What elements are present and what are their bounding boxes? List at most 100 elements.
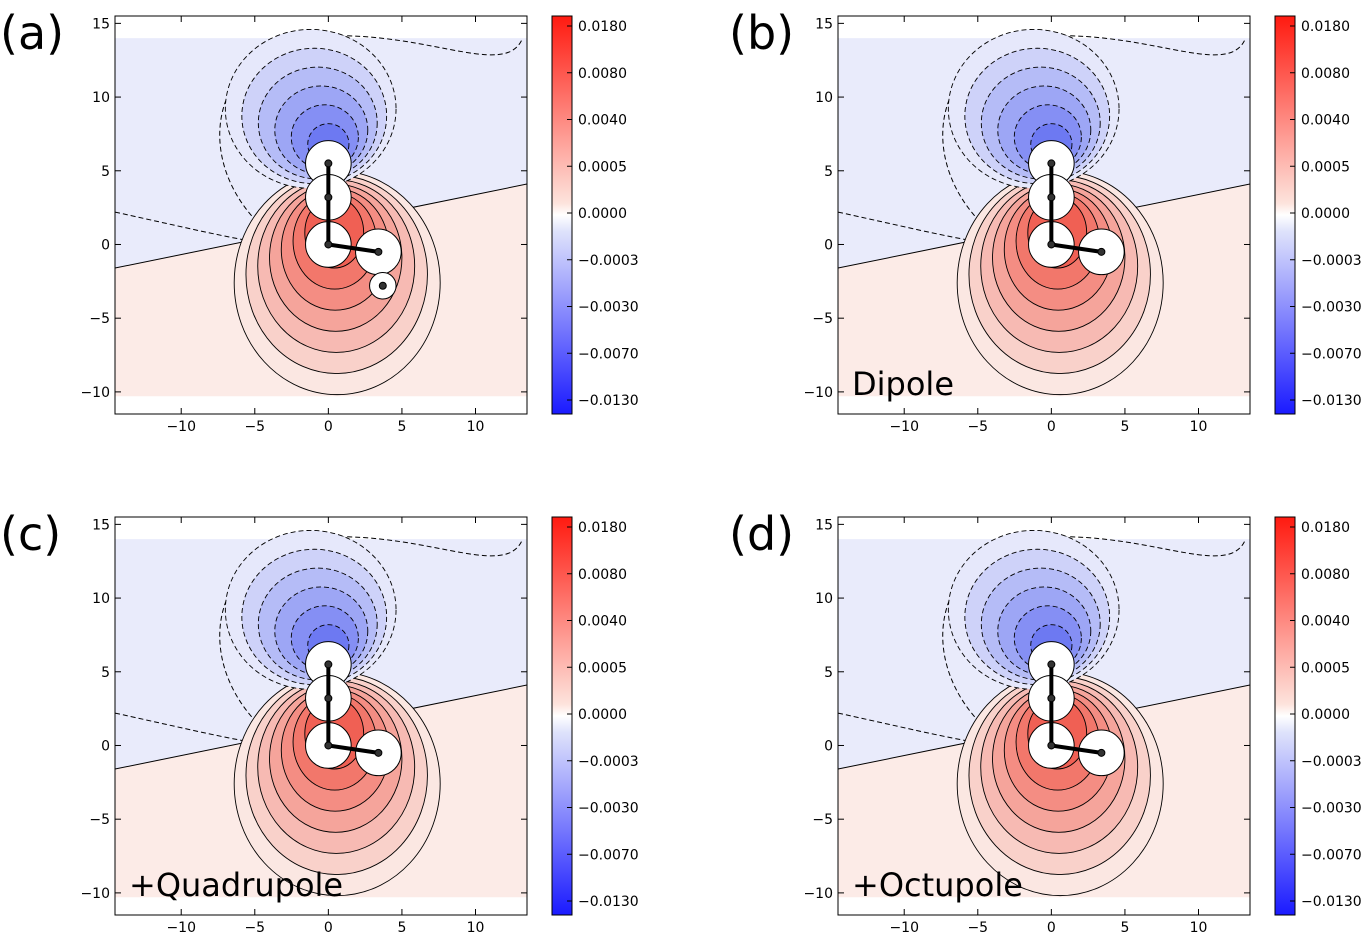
colorbar-tick-label: 0.0000 — [1301, 206, 1350, 222]
axes-frame — [837, 15, 1251, 415]
y-tick-label: 15 — [92, 517, 110, 533]
bond — [1051, 743, 1102, 755]
atom-center — [324, 694, 333, 703]
y-tick-label: −10 — [80, 385, 110, 401]
expansion-order-label: +Octupole — [852, 866, 1023, 904]
colorbar-tick-label: 0.0000 — [578, 206, 627, 222]
x-tick-label: 10 — [467, 920, 485, 936]
x-tick-label: −5 — [967, 920, 988, 936]
colorbar-tick-label: 0.0080 — [578, 567, 627, 583]
colorbar-tick-label: 0.0000 — [578, 707, 627, 723]
colorbar-tick-label: −0.0070 — [578, 346, 639, 362]
atom-center — [324, 193, 333, 202]
axes-frame — [114, 15, 528, 415]
colorbar-tick-label: 0.0005 — [578, 660, 627, 676]
y-tick-label: −10 — [803, 886, 833, 902]
colorbar-tick-label: 0.0080 — [1301, 567, 1350, 583]
colorbar-tick-label: 0.0005 — [578, 159, 627, 175]
atom-center — [374, 748, 383, 757]
atom-center — [1047, 660, 1056, 669]
atom-center — [374, 247, 383, 256]
colorbar-tick-label: −0.0130 — [1301, 894, 1362, 910]
y-tick-label: −5 — [812, 812, 833, 828]
x-tick-label: 5 — [397, 419, 406, 435]
x-tick-label: −5 — [244, 419, 265, 435]
colorbar-tick-label: 0.0040 — [1301, 113, 1350, 129]
contour-field — [115, 529, 527, 898]
contour-field — [838, 529, 1250, 898]
colorbar-tick-label: −0.0130 — [578, 393, 639, 409]
colorbar-tick-label: 0.0005 — [1301, 159, 1350, 175]
y-tick-label: 10 — [92, 90, 110, 106]
y-tick-label: −5 — [89, 812, 110, 828]
x-tick-label: 5 — [1120, 419, 1129, 435]
colorbar-tick-label: −0.0130 — [1301, 393, 1362, 409]
x-tick-label: −10 — [889, 920, 919, 936]
expansion-order-label: Dipole — [852, 365, 954, 403]
y-tick-label: 0 — [824, 237, 833, 253]
molecule — [1028, 641, 1125, 777]
colorbar-tick-label: −0.0003 — [578, 754, 639, 770]
y-tick-label: 0 — [101, 738, 110, 754]
atom-center — [1047, 694, 1056, 703]
atom-center — [1047, 240, 1056, 249]
contour-field — [838, 28, 1250, 397]
y-tick-label: 15 — [92, 16, 110, 32]
y-tick-label: 15 — [815, 517, 833, 533]
colorbar-tick-label: 0.0040 — [578, 113, 627, 129]
colorbar — [551, 15, 573, 415]
y-tick-label: 10 — [815, 90, 833, 106]
y-tick-label: −5 — [89, 311, 110, 327]
contour-chart-svg: −10 −5 0 5 10 −10 −5 0 5 10 15 0.0180 0.0080 0.0040 0.… — [80, 15, 639, 435]
x-tick-label: 0 — [324, 419, 333, 435]
panel-label: (a) — [0, 6, 65, 60]
colorbar-tick-label: −0.0030 — [1301, 801, 1362, 817]
atom-center — [1047, 193, 1056, 202]
panel-label: (c) — [0, 507, 62, 561]
colorbar-tick-label: −0.0030 — [578, 300, 639, 316]
colorbar-tick-label: 0.0180 — [1301, 520, 1350, 536]
colorbar-tick-label: −0.0030 — [578, 801, 639, 817]
panel-b: −10 −5 0 5 10 −10 −5 0 5 10 15 0.0180 0.0080 0.0040 0.… — [723, 0, 1367, 435]
y-tick-label: 5 — [824, 164, 833, 180]
x-tick-label: 5 — [1120, 920, 1129, 936]
atom-center — [324, 660, 333, 669]
x-tick-label: 0 — [1047, 920, 1056, 936]
colorbar-tick-label: 0.0080 — [1301, 66, 1350, 82]
bond — [328, 242, 379, 254]
molecule — [1028, 140, 1125, 276]
contour-chart-svg: −10 −5 0 5 10 −10 −5 0 5 10 15 0.0180 0.0080 0.0040 0.… — [803, 15, 1362, 435]
molecule — [305, 140, 402, 300]
colorbar-tick-label: 0.0180 — [578, 19, 627, 35]
colorbar-tick-label: −0.0130 — [578, 894, 639, 910]
y-tick-label: 15 — [815, 16, 833, 32]
x-tick-label: −10 — [166, 920, 196, 936]
atom-center — [324, 159, 333, 168]
x-tick-label: −5 — [967, 419, 988, 435]
x-tick-label: 10 — [1190, 920, 1208, 936]
colorbar-tick-label: 0.0005 — [1301, 660, 1350, 676]
colorbar-tick-label: −0.0030 — [1301, 300, 1362, 316]
colorbar-tick-label: 0.0180 — [578, 520, 627, 536]
y-tick-label: −10 — [80, 886, 110, 902]
panel-label: (d) — [729, 507, 795, 561]
colorbar-tick-label: −0.0070 — [578, 847, 639, 863]
atom-center — [1097, 247, 1106, 256]
x-tick-label: −5 — [244, 920, 265, 936]
atom-center — [1047, 741, 1056, 750]
contour-field — [115, 28, 527, 397]
colorbar-tick-label: 0.0040 — [1301, 614, 1350, 630]
colorbar — [1274, 516, 1296, 916]
atom-center — [1097, 748, 1106, 757]
molecule — [305, 641, 402, 777]
axes-frame — [837, 516, 1251, 916]
atom-center — [1047, 159, 1056, 168]
colorbar-tick-label: −0.0070 — [1301, 847, 1362, 863]
colorbar-tick-label: −0.0003 — [1301, 754, 1362, 770]
bond — [1051, 242, 1102, 254]
panel-a: −10 −5 0 5 10 −10 −5 0 5 10 15 0.0180 0.0080 0.0040 0.… — [0, 0, 644, 435]
y-tick-label: −5 — [812, 311, 833, 327]
colorbar — [1274, 15, 1296, 415]
colorbar-tick-label: −0.0070 — [1301, 346, 1362, 362]
expansion-order-label: +Quadrupole — [129, 866, 344, 904]
